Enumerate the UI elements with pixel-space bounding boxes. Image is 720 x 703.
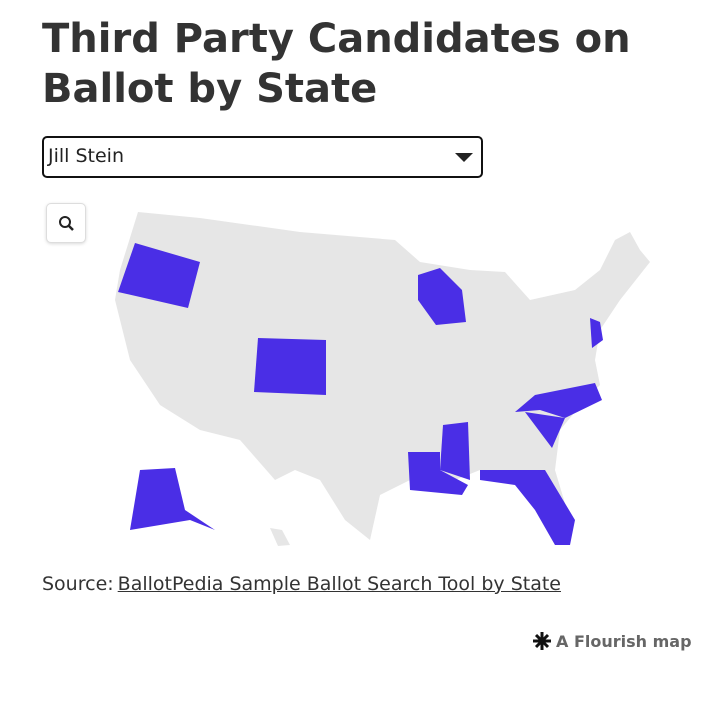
title: Third Party Candidates on Ballot by Stat… <box>42 14 631 114</box>
state <box>525 412 565 448</box>
zoom-button[interactable] <box>46 203 86 243</box>
flourish-logo <box>533 632 551 650</box>
flourish-credit[interactable]: A Flourish map <box>532 631 692 651</box>
title-line: Ballot by State <box>42 66 378 112</box>
state <box>408 452 468 495</box>
source: Source: BallotPedia Sample Ballot Search … <box>42 573 561 595</box>
state <box>515 383 602 418</box>
map <box>115 212 650 546</box>
dropdown-arrow <box>455 153 473 162</box>
state <box>418 268 466 325</box>
us-lower48 <box>115 212 650 545</box>
state <box>480 470 575 545</box>
state <box>130 468 215 530</box>
state <box>590 318 603 348</box>
state <box>440 422 470 480</box>
title-line: Third Party Candidates on <box>42 16 631 62</box>
state <box>118 243 200 308</box>
candidate-dropdown[interactable]: Jill Stein <box>42 136 483 178</box>
credit-text: A Flourish map <box>556 631 692 651</box>
state <box>254 338 326 395</box>
source-prefix: Source: <box>42 573 114 595</box>
source-link[interactable]: BallotPedia Sample Ballot Search Tool by… <box>117 573 561 595</box>
dropdown-value: Jill Stein <box>48 145 124 167</box>
highlighted-states <box>118 243 603 545</box>
search-icon <box>59 216 74 231</box>
hawaii <box>270 528 290 546</box>
